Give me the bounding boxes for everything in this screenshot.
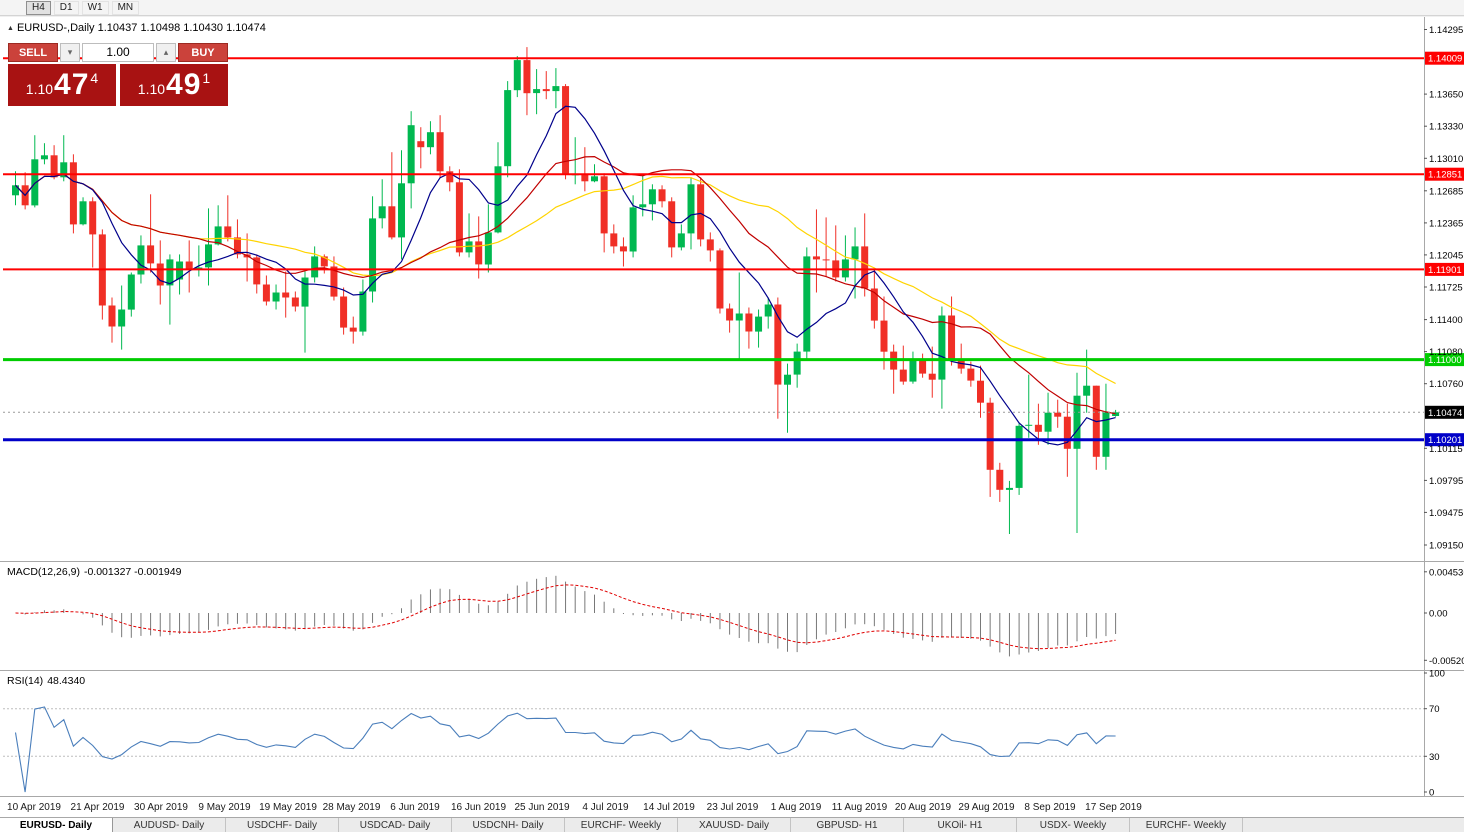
svg-text:10 Apr 2019: 10 Apr 2019 (7, 802, 61, 813)
svg-text:1.11000: 1.11000 (1428, 355, 1462, 366)
svg-text:6 Jun 2019: 6 Jun 2019 (390, 802, 440, 813)
svg-text:28 May 2019: 28 May 2019 (323, 802, 381, 813)
rsi-line (14, 706, 1116, 793)
one-click-trading-panel: SELL ▾ 1.00 ▴ BUY 1.10 47 4 1.10 4 (8, 43, 228, 106)
buy-price-display[interactable]: 1.10 49 1 (120, 64, 228, 106)
svg-text:30: 30 (1429, 752, 1440, 763)
svg-text:70: 70 (1429, 704, 1440, 715)
price-axis (1424, 29, 1464, 793)
timeframe-button-d1[interactable]: D1 (53, 0, 79, 15)
svg-text:1.09475: 1.09475 (1429, 508, 1463, 519)
svg-text:16 Jun 2019: 16 Jun 2019 (451, 802, 506, 813)
svg-text:9 May 2019: 9 May 2019 (198, 802, 251, 813)
sell-button[interactable]: SELL (8, 43, 58, 62)
chart-ohlc-values: 1.10437 1.10498 1.10430 1.10474 (97, 22, 266, 34)
svg-text:1.13330: 1.13330 (1429, 122, 1463, 133)
svg-text:29 Aug 2019: 29 Aug 2019 (958, 802, 1015, 813)
svg-text:1.12685: 1.12685 (1429, 186, 1463, 197)
chart-symbol-period: EURUSD-,Daily (16, 22, 95, 34)
buy-price-prefix: 1.10 (137, 81, 166, 97)
svg-text:14 Jul 2019: 14 Jul 2019 (643, 802, 695, 813)
timeframe-button-w1[interactable]: W1 (81, 0, 109, 15)
svg-text:1.13010: 1.13010 (1429, 154, 1463, 165)
svg-text:1 Aug 2019: 1 Aug 2019 (771, 802, 822, 813)
date-axis: 10 Apr 2019 21 Apr 2019 30 Apr 2019 9 May 2… (7, 802, 1142, 813)
svg-text:0: 0 (1429, 788, 1434, 799)
svg-text:0.00: 0.00 (1429, 609, 1448, 620)
buy-button[interactable]: BUY (178, 43, 228, 62)
macd-values: -0.001327 -0.001949 (83, 566, 182, 578)
sell-price-point: 4 (90, 70, 99, 86)
chart-tab-gbpusd-h1[interactable]: GBPUSD- H1 (791, 818, 904, 832)
chart-tab-xauusd-daily[interactable]: XAUUSD- Daily (678, 818, 791, 832)
svg-text:1.12365: 1.12365 (1429, 218, 1463, 229)
svg-text:11 Aug 2019: 11 Aug 2019 (832, 802, 888, 813)
candlestick-series (12, 47, 1120, 534)
chart-tab-eurchf-weekly[interactable]: EURCHF- Weekly (565, 818, 678, 832)
buy-price-point: 1 (202, 70, 211, 86)
macd-signal-line (15, 584, 1116, 650)
svg-text:1.10115: 1.10115 (1429, 444, 1463, 455)
timeframe-buttons: H4 D1 W1 MN (26, 0, 140, 15)
svg-text:-0.005205: -0.005205 (1429, 656, 1464, 667)
chart-tab-eurusd-daily[interactable]: EURUSD- Daily (0, 818, 113, 832)
timeframe-button-mn[interactable]: MN (111, 0, 140, 15)
svg-text:1.09795: 1.09795 (1429, 476, 1463, 487)
chart-tab-usdx-weekly[interactable]: USDX- Weekly (1017, 818, 1130, 832)
svg-text:20 Aug 2019: 20 Aug 2019 (895, 802, 952, 813)
sell-price-display[interactable]: 1.10 47 4 (8, 64, 116, 106)
svg-text:1.10201: 1.10201 (1428, 435, 1462, 446)
svg-text:21 Apr 2019: 21 Apr 2019 (71, 802, 125, 813)
chart-tab-usdcnh-daily[interactable]: USDCNH- Daily (452, 818, 565, 832)
macd-histogram (24, 575, 1117, 657)
svg-text:1.11725: 1.11725 (1429, 282, 1463, 293)
rsi-value: 48.4340 (47, 675, 86, 687)
svg-text:19 May 2019: 19 May 2019 (259, 802, 317, 813)
chart-tab-bar: EURUSD- Daily AUDUSD- Daily USDCHF- Daily U… (0, 817, 1464, 832)
chart-tab-audusd-daily[interactable]: AUDUSD- Daily (113, 818, 226, 832)
medium-ma-line (15, 155, 1116, 415)
macd-indicator-label: MACD(12,26,9) -0.001327 -0.001949 (7, 566, 185, 578)
volume-down-icon[interactable]: ▾ (60, 43, 80, 62)
svg-text:0.004536: 0.004536 (1429, 567, 1464, 578)
sell-price-pips: 47 (54, 68, 90, 101)
svg-text:17 Sep 2019: 17 Sep 2019 (1085, 802, 1142, 813)
buy-price-pips: 49 (166, 68, 202, 101)
volume-input[interactable]: 1.00 (82, 43, 154, 62)
chart-title: ▲ EURUSD-,Daily 1.10437 1.10498 1.10430 1… (7, 22, 266, 34)
chart-tab-usdchf-daily[interactable]: USDCHF- Daily (226, 818, 339, 832)
svg-text:1.12045: 1.12045 (1429, 250, 1463, 261)
svg-text:1.14009: 1.14009 (1428, 54, 1462, 65)
collapse-triangle-icon[interactable]: ▲ (7, 25, 14, 32)
macd-name: MACD(12,26,9) (7, 566, 80, 578)
svg-text:30 Apr 2019: 30 Apr 2019 (134, 802, 188, 813)
svg-text:1.09150: 1.09150 (1429, 540, 1463, 551)
chart-svg[interactable]: 1.14295 1.13650 1.13330 1.13010 1.12685 1.123… (0, 17, 1464, 817)
chart-window[interactable]: 1.14295 1.13650 1.13330 1.13010 1.12685 1.123… (0, 17, 1464, 817)
volume-up-icon[interactable]: ▴ (156, 43, 176, 62)
svg-text:1.14295: 1.14295 (1429, 25, 1463, 36)
svg-text:23 Jul 2019: 23 Jul 2019 (707, 802, 759, 813)
fast-ma-line (15, 105, 1116, 446)
rsi-indicator-label: RSI(14) 48.4340 (7, 675, 89, 687)
svg-text:1.13650: 1.13650 (1429, 90, 1463, 101)
svg-text:1.12851: 1.12851 (1428, 170, 1462, 181)
chart-tab-ukoil-h1[interactable]: UKOil- H1 (904, 818, 1017, 832)
svg-text:4 Jul 2019: 4 Jul 2019 (582, 802, 629, 813)
timeframe-toolbar: H4 D1 W1 MN (0, 0, 1464, 16)
svg-text:25 Jun 2019: 25 Jun 2019 (514, 802, 569, 813)
svg-text:100: 100 (1429, 669, 1445, 680)
svg-text:1.11400: 1.11400 (1429, 315, 1463, 326)
sell-price-prefix: 1.10 (25, 81, 54, 97)
rsi-name: RSI(14) (7, 675, 44, 687)
svg-text:8 Sep 2019: 8 Sep 2019 (1024, 802, 1076, 813)
timeframe-button-h4[interactable]: H4 (26, 0, 51, 15)
svg-text:1.11080: 1.11080 (1429, 347, 1463, 358)
chart-tab-usdcad-daily[interactable]: USDCAD- Daily (339, 818, 452, 832)
svg-text:1.10760: 1.10760 (1429, 379, 1463, 390)
svg-text:1.10474: 1.10474 (1428, 408, 1462, 419)
svg-text:1.11901: 1.11901 (1428, 265, 1462, 276)
chart-tab-eurchf-weekly[interactable]: EURCHF- Weekly (1130, 818, 1243, 832)
